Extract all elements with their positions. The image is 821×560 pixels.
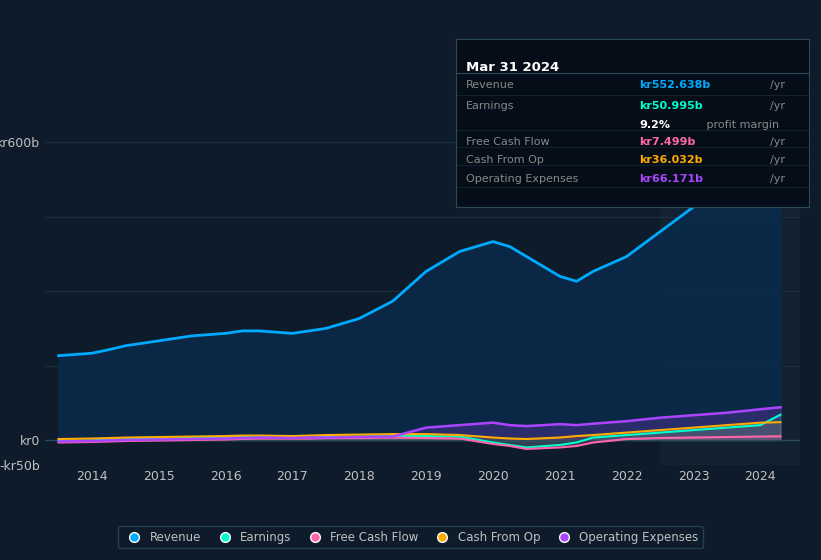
Text: Operating Expenses: Operating Expenses	[466, 174, 579, 184]
Text: /yr: /yr	[770, 174, 785, 184]
Text: kr66.171b: kr66.171b	[640, 174, 704, 184]
Bar	[660, 118, 800, 465]
Text: Earnings: Earnings	[466, 101, 515, 111]
Text: Cash From Op: Cash From Op	[466, 155, 544, 165]
Text: Revenue: Revenue	[466, 80, 515, 90]
Text: kr50.995b: kr50.995b	[640, 101, 703, 111]
Legend: Revenue, Earnings, Free Cash Flow, Cash From Op, Operating Expenses: Revenue, Earnings, Free Cash Flow, Cash …	[118, 526, 703, 548]
Text: kr552.638b: kr552.638b	[640, 80, 710, 90]
Text: /yr: /yr	[770, 155, 785, 165]
Text: Mar 31 2024: Mar 31 2024	[466, 61, 559, 74]
Text: 9.2%: 9.2%	[640, 120, 670, 130]
Text: profit margin: profit margin	[703, 120, 779, 130]
Text: kr7.499b: kr7.499b	[640, 137, 695, 147]
Text: Free Cash Flow: Free Cash Flow	[466, 137, 550, 147]
Text: /yr: /yr	[770, 101, 785, 111]
Text: kr36.032b: kr36.032b	[640, 155, 703, 165]
Text: /yr: /yr	[770, 137, 785, 147]
Text: /yr: /yr	[770, 80, 785, 90]
